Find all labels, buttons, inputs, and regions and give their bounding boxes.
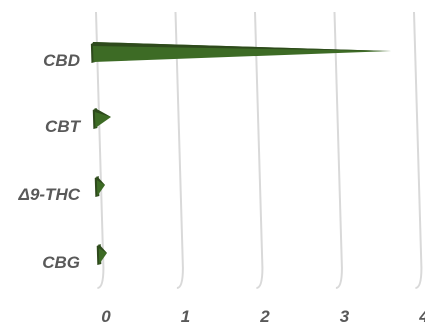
bar-top-edge-CBD xyxy=(92,42,392,51)
category-label: Δ9-THC xyxy=(18,185,81,204)
gridline-3 xyxy=(333,11,343,289)
x-tick-label: 0 xyxy=(101,307,111,326)
category-label: CBT xyxy=(45,117,82,136)
gridline-1 xyxy=(174,11,184,289)
category-label: CBD xyxy=(43,51,80,70)
gridline-0 xyxy=(95,11,105,289)
bar-top-edge-Δ9-THC xyxy=(96,176,106,185)
bars xyxy=(90,42,392,265)
x-tick-label: 1 xyxy=(181,307,190,326)
x-tick-label: 2 xyxy=(259,307,270,326)
gridline-2 xyxy=(254,11,264,289)
x-tick-label: 3 xyxy=(340,307,350,326)
bar-top-edge-CBG xyxy=(98,244,107,253)
x-tick-labels: 0 1 2 3 4 xyxy=(101,307,425,326)
category-label: CBG xyxy=(42,253,80,272)
category-labels: CBD CBT Δ9-THC CBG xyxy=(18,51,82,272)
gridline-4 xyxy=(413,11,423,289)
bar-top-edge-CBT xyxy=(94,108,111,117)
x-tick-label: 4 xyxy=(418,307,425,326)
gridlines xyxy=(95,11,423,289)
